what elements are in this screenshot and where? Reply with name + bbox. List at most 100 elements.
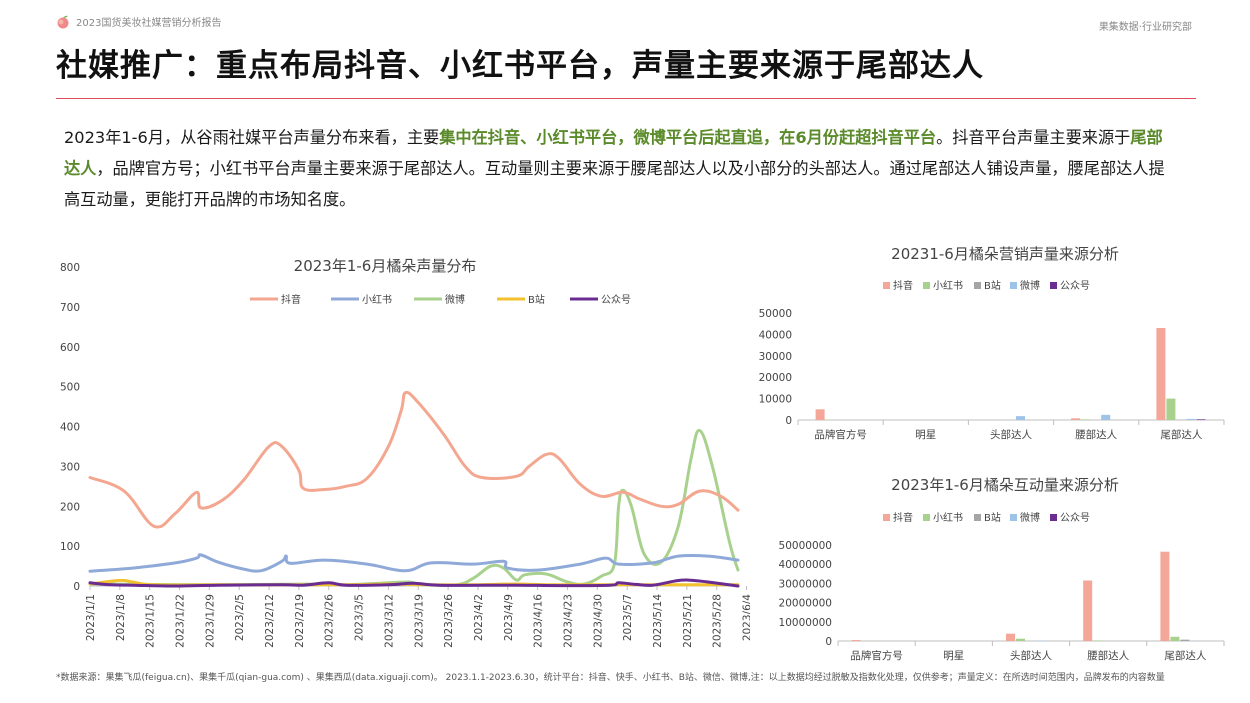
bar-小红书 <box>1166 398 1176 420</box>
bar-小红书 <box>1170 636 1180 641</box>
legend-label: B站 <box>528 293 545 306</box>
volume-line-chart: 2023年1-6月橘朵声量分布 0 100 200 300 400 500 600 700 800… <box>60 257 750 648</box>
series-line-公众号 <box>88 578 740 588</box>
bar-B站 <box>1180 639 1190 641</box>
category-label: 明星 <box>943 650 964 662</box>
report-header: 2023国货美妆社媒营销分析报告 <box>56 14 221 29</box>
category-label: 明星 <box>915 429 936 441</box>
series-line-抖音 <box>88 390 740 529</box>
page-title: 社媒推广：重点布局抖音、小红书平台，声量主要来源于尾部达人 <box>56 48 984 84</box>
summary-highlight-1: 集中在抖音、小红书平台，微博平台后起直追，在6月份赶超抖音平台 <box>439 128 937 147</box>
y-tick-label: 0 <box>73 581 80 593</box>
bar-抖音 <box>1160 551 1170 641</box>
x-tick-label: 2023/1/8 <box>115 594 127 641</box>
y-tick-label: 10000000 <box>779 617 832 629</box>
summary-text-3: ，品牌官方号；小红书平台声量主要来源于尾部达人。互动量则主要来源于腰尾部达人以及… <box>64 159 1165 209</box>
x-tick-label: 2023/1/29 <box>204 594 216 648</box>
x-tick-label: 2023/5/21 <box>682 594 694 648</box>
bar-微博 <box>1186 418 1196 420</box>
legend-swatch-微博 <box>1010 282 1017 289</box>
legend-swatch-抖音 <box>883 514 890 521</box>
y-tick-label: 700 <box>60 302 80 314</box>
series-line-小红书 <box>88 553 740 573</box>
bar-抖音 <box>851 640 861 641</box>
y-tick-label: 20000000 <box>779 598 832 610</box>
x-tick-label: 2023/3/5 <box>354 594 366 641</box>
legend-label: 公众号 <box>1060 512 1090 524</box>
x-tick-label: 2023/2/5 <box>234 594 246 641</box>
bar-小红书 <box>1093 640 1103 641</box>
legend-swatch-公众号 <box>1050 282 1057 289</box>
bar-抖音 <box>1156 327 1166 420</box>
summary-text-1: 2023年1-6月，从谷雨社媒平台声量分布来看，主要 <box>64 128 440 147</box>
legend-swatch-B站 <box>974 282 981 289</box>
x-tick-label: 2023/4/2 <box>473 594 485 641</box>
x-tick-label: 2023/2/26 <box>324 594 336 648</box>
bar-微博 <box>1101 414 1111 420</box>
y-tick-label: 0 <box>785 415 792 427</box>
bar-抖音 <box>1006 633 1015 641</box>
x-tick-label: 2023/5/7 <box>622 594 634 641</box>
bar-小红书 <box>1016 638 1025 641</box>
category-label: 尾部达人 <box>1160 428 1202 441</box>
legend-swatch-小红书 <box>923 514 930 521</box>
legend-label: 小红书 <box>933 279 963 292</box>
y-tick-label: 300 <box>60 461 80 473</box>
legend-label: 抖音 <box>893 511 913 524</box>
legend-label: 微博 <box>445 293 465 306</box>
x-tick-label: 2023/6/4 <box>742 594 750 641</box>
line-chart-title: 2023年1-6月橘朵声量分布 <box>294 257 477 275</box>
x-tick-label: 2023/1/15 <box>145 594 157 648</box>
footnote: *数据来源：果集飞瓜(feigua.cn)、果集千瓜(qian-gua.com)… <box>56 673 1165 683</box>
bar-公众号 <box>1196 419 1206 420</box>
category-label: 品牌官方号 <box>814 428 867 441</box>
bar-抖音 <box>1071 418 1081 420</box>
legend-swatch-微博 <box>1010 514 1017 521</box>
legend-label: 公众号 <box>1060 280 1090 292</box>
y-tick-label: 100 <box>60 541 80 553</box>
x-tick-label: 2023/3/26 <box>443 594 455 648</box>
summary-text-2: 。抖音平台声量主要来源于 <box>936 128 1131 147</box>
legend-label: 微博 <box>1020 279 1040 292</box>
bar-抖音 <box>815 409 825 420</box>
fruit-logo-icon <box>57 15 69 28</box>
summary-paragraph: 2023年1-6月，从谷雨社媒平台声量分布来看，主要集中在抖音、小红书平台，微博… <box>64 122 1174 215</box>
legend-label: 公众号 <box>601 294 631 306</box>
category-label: 头部达人 <box>990 428 1032 441</box>
y-tick-label: 400 <box>60 422 80 434</box>
legend-label: 小红书 <box>362 293 392 306</box>
y-tick-label: 30000 <box>759 351 792 363</box>
legend-swatch-公众号 <box>1050 514 1057 521</box>
x-tick-label: 2023/4/16 <box>533 594 545 648</box>
bar-小红书 <box>1081 419 1091 420</box>
legend-swatch-小红书 <box>923 282 930 289</box>
y-tick-label: 10000 <box>759 394 792 406</box>
bar-chart-title: 20231-6月橘朵营销声量来源分析 <box>891 245 1119 263</box>
x-tick-label: 2023/3/12 <box>383 594 395 648</box>
y-tick-label: 50000000 <box>779 540 832 552</box>
x-tick-label: 2023/4/9 <box>503 594 515 641</box>
y-tick-label: 30000000 <box>779 578 832 590</box>
x-tick-label: 2023/2/12 <box>264 594 276 648</box>
y-tick-label: 20000 <box>759 372 792 384</box>
legend-label: 微博 <box>1020 511 1040 524</box>
y-tick-label: 40000 <box>759 329 792 341</box>
y-tick-label: 40000000 <box>779 559 832 571</box>
org-name: 果集数据·行业研究部 <box>1098 22 1192 33</box>
x-tick-label: 2023/1/1 <box>85 594 97 641</box>
legend-label: 抖音 <box>893 279 913 292</box>
legend-label: B站 <box>984 279 1001 292</box>
summary-highlight-2: 尾部达人 <box>64 128 1163 178</box>
legend-swatch-抖音 <box>883 282 890 289</box>
report-name: 2023国货美妆社媒营销分析报告 <box>76 18 222 29</box>
bar-微博 <box>1016 416 1025 420</box>
category-label: 腰部达人 <box>1087 649 1130 662</box>
bar-chart-title: 2023年1-6月橘朵互动量来源分析 <box>891 476 1119 494</box>
x-tick-label: 2023/5/28 <box>712 594 724 648</box>
x-tick-label: 2023/2/19 <box>294 594 306 648</box>
y-tick-label: 800 <box>60 262 80 274</box>
legend-label: 抖音 <box>281 293 301 306</box>
y-tick-label: 500 <box>60 382 80 394</box>
